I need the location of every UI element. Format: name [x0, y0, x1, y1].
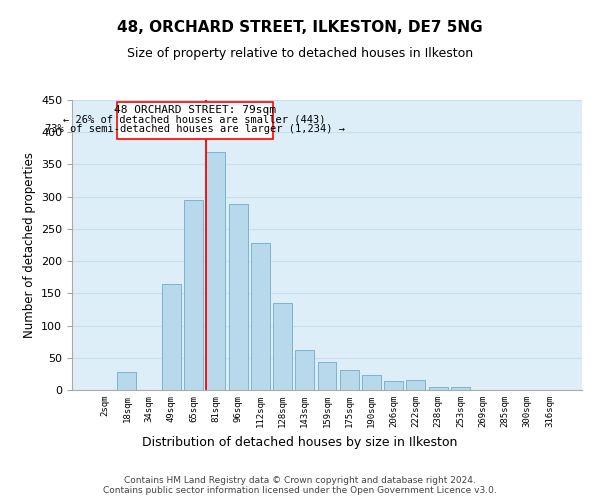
Bar	[384, 381, 403, 390]
Bar	[251, 243, 270, 390]
Bar	[206, 152, 225, 390]
Text: Contains HM Land Registry data © Crown copyright and database right 2024.: Contains HM Land Registry data © Crown c…	[124, 476, 476, 485]
Bar	[118, 372, 136, 390]
Text: ← 26% of detached houses are smaller (443): ← 26% of detached houses are smaller (44…	[64, 114, 326, 124]
Text: Size of property relative to detached houses in Ilkeston: Size of property relative to detached ho…	[127, 48, 473, 60]
Bar	[229, 204, 248, 390]
Y-axis label: Number of detached properties: Number of detached properties	[23, 152, 35, 338]
Bar	[451, 387, 470, 390]
Bar	[317, 362, 337, 390]
Text: Distribution of detached houses by size in Ilkeston: Distribution of detached houses by size …	[142, 436, 458, 449]
Bar	[362, 375, 381, 390]
Bar	[429, 387, 448, 390]
Bar	[273, 303, 292, 390]
Text: 48 ORCHARD STREET: 79sqm: 48 ORCHARD STREET: 79sqm	[113, 104, 275, 115]
Bar	[295, 350, 314, 390]
Text: 73% of semi-detached houses are larger (1,234) →: 73% of semi-detached houses are larger (…	[44, 124, 344, 134]
Bar	[117, 102, 272, 139]
Bar	[184, 200, 203, 390]
Bar	[162, 284, 181, 390]
Bar	[340, 370, 359, 390]
Text: 48, ORCHARD STREET, ILKESTON, DE7 5NG: 48, ORCHARD STREET, ILKESTON, DE7 5NG	[117, 20, 483, 35]
Bar	[406, 380, 425, 390]
Text: Contains public sector information licensed under the Open Government Licence v3: Contains public sector information licen…	[103, 486, 497, 495]
